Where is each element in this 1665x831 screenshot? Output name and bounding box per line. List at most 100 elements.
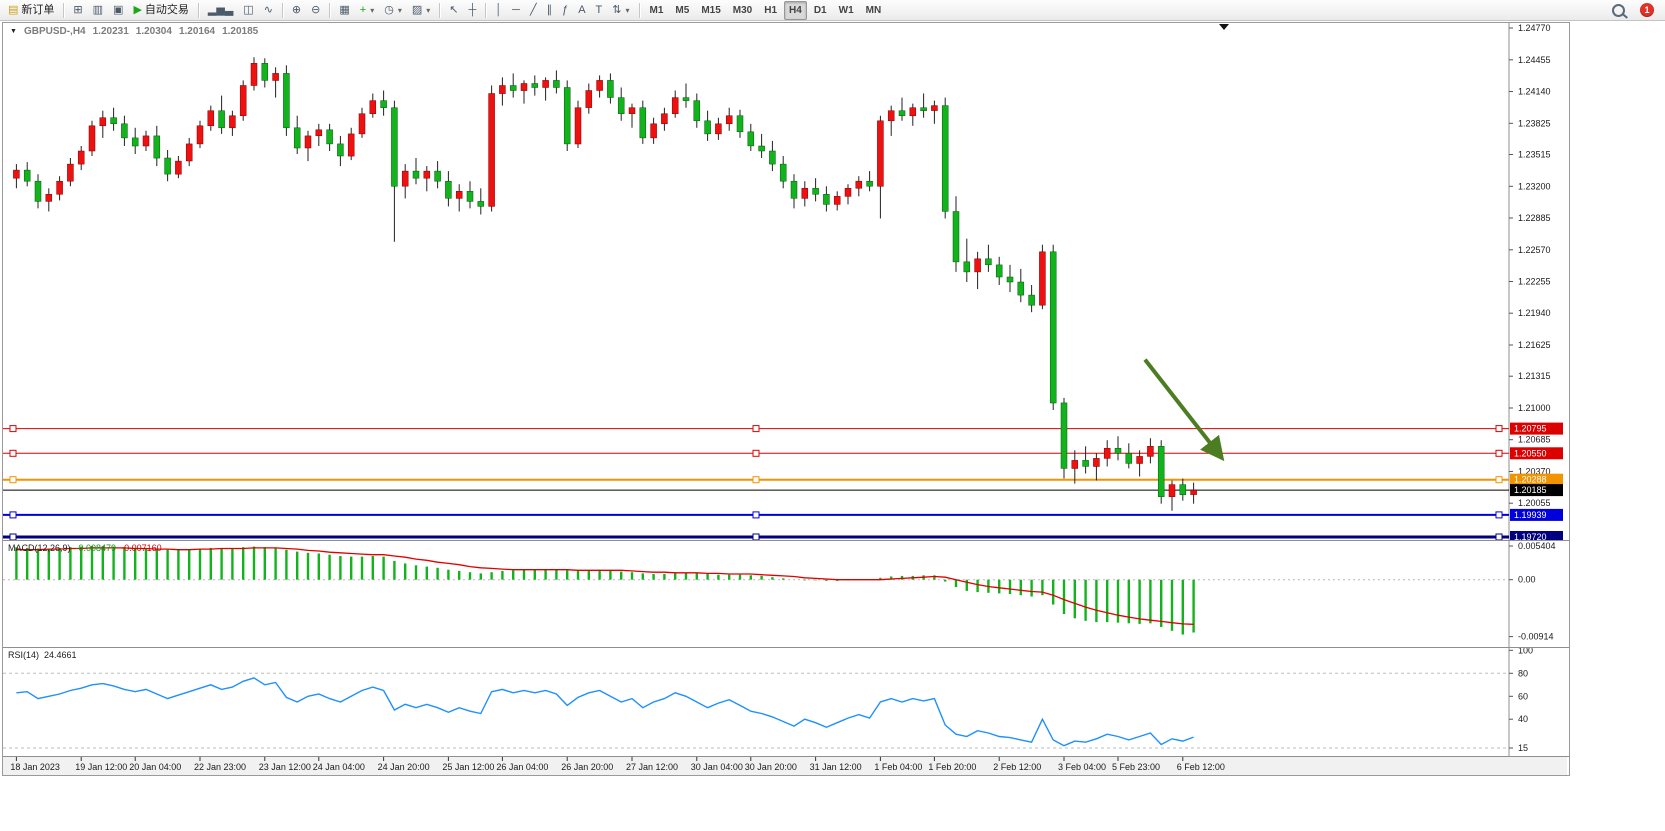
timeframe-m5-button[interactable]: M5 [675,4,690,16]
time-axis-canvas[interactable]: 18 Jan 2023 19 Jan 12:00 20 Jan 04:00 22 Ja… [3,757,1567,775]
charts-windows-button[interactable]: ⊞ [69,1,86,20]
line-handle[interactable] [1495,449,1503,457]
macd-panel[interactable]: MACD(12,26,9) -0.008479 -0.007160 0.0054… [3,541,1569,647]
line-handle[interactable] [1495,511,1503,519]
new-order-button-label: 新订单 [21,3,55,16]
zoom-in-button[interactable]: ⊕ [288,1,305,20]
svg-text:6 Feb 12:00: 6 Feb 12:00 [1177,762,1225,772]
price-label-1.20795: 1.20795 [1510,422,1563,435]
horizontal-line-1.19720[interactable] [3,533,1509,540]
line-handle[interactable] [9,425,17,433]
search-button[interactable] [1608,1,1629,20]
main-chart-panel[interactable]: ▼ GBPUSD-,H4 1.20231 1.20304 1.20164 1.2… [3,23,1569,540]
cursor-button[interactable]: ↖ [445,1,462,20]
toolbar-separator [638,2,640,18]
line-handle[interactable] [752,449,760,457]
line-handle[interactable] [1495,425,1503,433]
svg-text:1.24140: 1.24140 [1518,87,1551,97]
timeframe-m1-button[interactable]: M1 [649,4,664,16]
line-handle[interactable] [752,511,760,519]
chevron-down-icon: ▾ [370,5,375,15]
zoom-in-icon: ⊕ [291,3,302,16]
toolbar-separator [281,2,283,18]
svg-text:22 Jan 23:00: 22 Jan 23:00 [194,762,246,772]
line-handle[interactable] [9,533,17,540]
charts-windows-icon: ⊞ [73,3,83,16]
panel-separator-macd-rsi[interactable] [3,647,1569,648]
line-handle[interactable] [9,511,17,519]
timeframe-d1-button[interactable]: D1 [813,4,827,16]
crosshair-button[interactable]: ┼ [464,1,480,20]
panel-separator-rsi-time[interactable] [3,756,1569,757]
collapse-arrow-icon[interactable]: ▼ [10,28,17,35]
svg-text:26 Jan 04:00: 26 Jan 04:00 [496,762,548,772]
vertical-line-button[interactable]: │ [491,1,506,20]
timeframe-mn-button[interactable]: MN [865,4,882,16]
panel-separator-main-macd[interactable] [3,540,1569,541]
notification-badge[interactable]: 1 [1640,3,1654,17]
svg-text:15: 15 [1518,743,1528,753]
svg-text:1.21625: 1.21625 [1518,340,1551,350]
macd-canvas[interactable]: 0.005404 0.00 -0.00914 [3,541,1567,647]
timeframe-w1-button[interactable]: W1 [838,4,854,16]
toolbar-separator [329,2,331,18]
horizontal-line-1.19939[interactable] [3,511,1509,519]
autotrading-button[interactable]: ▶ 自动交易 [129,1,192,20]
chart-shift-marker[interactable] [1219,24,1229,30]
line-handle[interactable] [1495,476,1503,484]
svg-text:3 Feb 04:00: 3 Feb 04:00 [1058,762,1106,772]
time-axis[interactable]: 18 Jan 2023 19 Jan 12:00 20 Jan 04:00 22 Ja… [3,757,1569,775]
periods-button[interactable]: ◷ ▾ [380,1,406,20]
line-handle[interactable] [1495,533,1503,540]
bar-chart-button[interactable]: ▂▅▃ [204,1,237,20]
timeframe-m30-button[interactable]: M30 [732,4,753,16]
indicators-icon: + [359,3,367,16]
line-handle[interactable] [9,476,17,484]
svg-text:24 Jan 04:00: 24 Jan 04:00 [313,762,365,772]
rsi-panel[interactable]: RSI(14) 24.4661 100 80 60 40 15 [3,648,1569,756]
chevron-down-icon: ▾ [426,5,431,15]
text-label-button[interactable]: T [592,1,607,20]
line-handle[interactable] [752,476,760,484]
annotation-arrow[interactable] [1143,358,1225,462]
tile-windows-button[interactable]: ▦ [335,1,353,20]
svg-text:19 Jan 12:00: 19 Jan 12:00 [75,762,127,772]
templates-button[interactable]: ▨ ▾ [408,1,434,20]
timeframe-m15-button[interactable]: M15 [701,4,721,16]
main-chart-canvas[interactable]: 1.24770 1.24455 1.24140 1.23825 1.23515 1.232… [3,23,1567,540]
timeframe-h1-button[interactable]: H1 [764,4,778,16]
svg-text:1.23515: 1.23515 [1518,150,1551,160]
arrows-button[interactable]: ⇅ ▾ [608,1,633,20]
equidistant-channel-button[interactable]: ∥ [543,1,557,20]
candlestick-chart-button[interactable]: ◫ [239,1,257,20]
new-order-button[interactable]: ▤ 新订单 [4,1,58,20]
line-handle[interactable] [9,449,17,457]
zoom-out-button[interactable]: ⊖ [307,1,324,20]
fibonacci-icon: ƒ [562,3,569,16]
line-handle[interactable] [752,425,760,433]
profiles-button[interactable]: ▥ [89,1,107,20]
horizontal-line-1.20288[interactable] [3,476,1509,484]
line-handle[interactable] [752,533,760,540]
svg-text:27 Jan 12:00: 27 Jan 12:00 [626,762,678,772]
horizontal-line-1.20550[interactable] [3,449,1509,457]
fibonacci-button[interactable]: ƒ [558,1,572,20]
macd-histogram [15,546,1195,635]
toolbar-right: 1 [1607,1,1662,20]
toolbar-buttons: ▤ 新订单 ⊞ ▥ ▣ ▶ 自动交易 ▂▅▃ ◫ ∿ ⊕ ⊖ ▦ + ▾ ◷ ▾ ▨ ▾ ↖ ┼ │ ─ ╱ ∥ ƒ A T ⇅ ▾ M1 M… [3,0,887,20]
indicators-button[interactable]: + ▾ [356,1,378,20]
svg-text:80: 80 [1518,668,1528,678]
rsi-canvas[interactable]: 100 80 60 40 15 [3,648,1567,756]
svg-text:30 Jan 04:00: 30 Jan 04:00 [691,762,743,772]
chevron-down-icon: ▾ [625,5,630,15]
timeframe-h4-button[interactable]: H4 [784,0,807,20]
line-chart-button[interactable]: ∿ [260,1,277,20]
horizontal-line-button[interactable]: ─ [508,1,524,20]
horizontal-line-1.20795[interactable] [3,425,1509,433]
data-window-button[interactable]: ▣ [109,1,127,20]
svg-text:1.20288: 1.20288 [1514,475,1547,485]
price-axis[interactable]: 1.24770 1.24455 1.24140 1.23825 1.23515 1.232… [1509,23,1551,508]
trendline-button[interactable]: ╱ [526,1,541,20]
text-button[interactable]: A [574,1,589,20]
trendline-icon: ╱ [529,3,537,16]
